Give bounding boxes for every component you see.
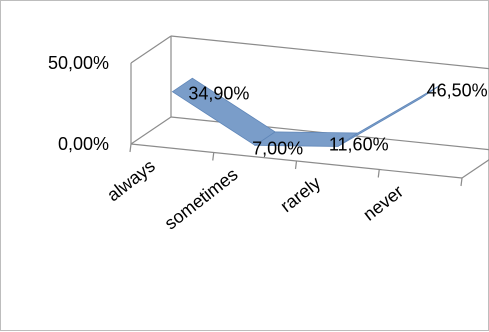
x-axis-ticks: [129, 143, 463, 187]
x-tick-label-always: always: [103, 156, 159, 206]
gridline-50: [170, 35, 489, 70]
chart-gridlines: [170, 35, 489, 70]
data-labels: 34,90% 7,00% 11,60% 46,50%: [188, 80, 487, 158]
x-tick-mark: [294, 160, 298, 170]
y-tick-label-50: 50,00%: [48, 53, 109, 73]
data-label-always: 34,90%: [188, 84, 249, 104]
x-tick-mark: [377, 169, 380, 178]
x-tick-label-rarely: rarely: [277, 173, 325, 216]
y-tick-label-0: 0,00%: [58, 134, 109, 154]
y-axis-tick-labels: 0,00% 50,00%: [48, 53, 109, 154]
depth-right-line: [461, 159, 489, 179]
data-label-rarely: 11,60%: [329, 134, 389, 154]
x-tick-label-never: never: [359, 181, 407, 224]
chart-axes-frame: [130, 35, 489, 179]
x-tick-label-sometimes: sometimes: [161, 164, 242, 233]
depth-left-line: [130, 116, 172, 145]
data-label-never: 46,50%: [427, 80, 488, 100]
series-ribbon-segment-rarely: [337, 84, 441, 147]
series-ribbons: [171, 77, 441, 147]
x-tick-mark: [129, 143, 132, 153]
data-label-sometimes: 7,00%: [252, 138, 303, 158]
x-tick-mark: [212, 152, 215, 161]
x-tick-mark: [460, 177, 463, 187]
top-depth-line: [130, 35, 172, 64]
